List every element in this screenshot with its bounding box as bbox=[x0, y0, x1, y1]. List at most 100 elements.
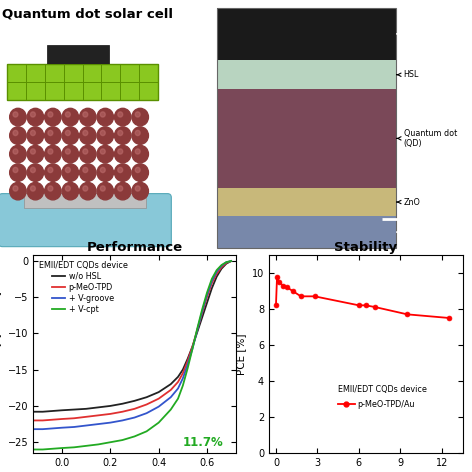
Circle shape bbox=[27, 145, 44, 163]
Title: Stability: Stability bbox=[334, 241, 397, 254]
Bar bbox=[24, 193, 146, 208]
Circle shape bbox=[30, 168, 35, 173]
Circle shape bbox=[100, 112, 105, 117]
Circle shape bbox=[118, 130, 123, 135]
Circle shape bbox=[114, 164, 131, 181]
Circle shape bbox=[97, 108, 114, 126]
Circle shape bbox=[27, 182, 44, 200]
Circle shape bbox=[79, 108, 96, 126]
Bar bbox=[47, 45, 109, 64]
Y-axis label: Current density [mA/cm²]: Current density [mA/cm²] bbox=[0, 292, 2, 416]
Circle shape bbox=[100, 149, 105, 154]
Circle shape bbox=[114, 108, 131, 126]
Circle shape bbox=[13, 149, 18, 154]
Circle shape bbox=[45, 108, 61, 126]
Circle shape bbox=[79, 182, 96, 200]
Circle shape bbox=[100, 186, 105, 191]
Text: EMII/EDT CQDs device: EMII/EDT CQDs device bbox=[338, 385, 427, 394]
Circle shape bbox=[79, 164, 96, 181]
Circle shape bbox=[100, 130, 105, 135]
Circle shape bbox=[135, 112, 140, 117]
Circle shape bbox=[83, 112, 88, 117]
Circle shape bbox=[132, 164, 148, 181]
Circle shape bbox=[48, 186, 53, 191]
Text: ITO/glass: ITO/glass bbox=[404, 228, 440, 236]
Circle shape bbox=[48, 112, 53, 117]
Bar bbox=[217, 8, 396, 60]
Circle shape bbox=[132, 182, 148, 200]
Circle shape bbox=[13, 186, 18, 191]
Circle shape bbox=[30, 149, 35, 154]
Circle shape bbox=[9, 164, 26, 181]
Circle shape bbox=[97, 127, 114, 144]
Circle shape bbox=[27, 164, 44, 181]
Circle shape bbox=[118, 186, 123, 191]
Circle shape bbox=[97, 182, 114, 200]
Text: ZnO: ZnO bbox=[404, 197, 421, 207]
Circle shape bbox=[45, 145, 61, 163]
Circle shape bbox=[45, 182, 61, 200]
Bar bbox=[217, 217, 396, 248]
Circle shape bbox=[79, 145, 96, 163]
Circle shape bbox=[132, 127, 148, 144]
Circle shape bbox=[83, 149, 88, 154]
Circle shape bbox=[65, 186, 70, 191]
Circle shape bbox=[30, 130, 35, 135]
Text: Quantum dot solar cell: Quantum dot solar cell bbox=[2, 8, 173, 20]
Circle shape bbox=[45, 127, 61, 144]
Bar bbox=[217, 8, 396, 248]
Circle shape bbox=[135, 149, 140, 154]
Circle shape bbox=[97, 164, 114, 181]
FancyBboxPatch shape bbox=[0, 194, 171, 247]
Circle shape bbox=[62, 164, 78, 181]
Circle shape bbox=[83, 186, 88, 191]
Circle shape bbox=[114, 182, 131, 200]
Bar bbox=[7, 64, 158, 100]
Circle shape bbox=[27, 108, 44, 126]
Circle shape bbox=[30, 186, 35, 191]
Bar bbox=[217, 60, 396, 89]
Circle shape bbox=[65, 168, 70, 173]
Circle shape bbox=[13, 130, 18, 135]
Circle shape bbox=[30, 112, 35, 117]
Bar bbox=[217, 187, 396, 217]
Circle shape bbox=[62, 182, 78, 200]
Circle shape bbox=[65, 130, 70, 135]
Circle shape bbox=[48, 149, 53, 154]
Text: Ag electrodes: Ag electrodes bbox=[404, 29, 459, 38]
Circle shape bbox=[9, 145, 26, 163]
Circle shape bbox=[135, 168, 140, 173]
Circle shape bbox=[27, 127, 44, 144]
Circle shape bbox=[114, 145, 131, 163]
Circle shape bbox=[97, 145, 114, 163]
Circle shape bbox=[62, 127, 78, 144]
Text: 11.7%: 11.7% bbox=[183, 436, 224, 449]
Circle shape bbox=[48, 168, 53, 173]
Circle shape bbox=[118, 112, 123, 117]
Legend: w/o HSL, p-MeO-TPD, + V-groove, + V-cpt: w/o HSL, p-MeO-TPD, + V-groove, + V-cpt bbox=[37, 259, 129, 315]
Circle shape bbox=[62, 145, 78, 163]
Circle shape bbox=[83, 130, 88, 135]
Circle shape bbox=[83, 168, 88, 173]
Circle shape bbox=[9, 108, 26, 126]
Circle shape bbox=[65, 149, 70, 154]
Circle shape bbox=[118, 149, 123, 154]
Circle shape bbox=[132, 108, 148, 126]
Text: HSL: HSL bbox=[404, 70, 419, 79]
Circle shape bbox=[135, 186, 140, 191]
Circle shape bbox=[9, 182, 26, 200]
Text: Quantum dot
(QD): Quantum dot (QD) bbox=[404, 129, 457, 148]
Circle shape bbox=[118, 168, 123, 173]
Circle shape bbox=[79, 127, 96, 144]
Circle shape bbox=[45, 164, 61, 181]
Circle shape bbox=[13, 112, 18, 117]
Circle shape bbox=[62, 108, 78, 126]
Circle shape bbox=[65, 112, 70, 117]
Circle shape bbox=[132, 145, 148, 163]
Circle shape bbox=[48, 130, 53, 135]
Title: Performance: Performance bbox=[86, 241, 183, 254]
Circle shape bbox=[13, 168, 18, 173]
Circle shape bbox=[9, 127, 26, 144]
Y-axis label: PCE [%]: PCE [%] bbox=[236, 333, 246, 375]
Text: p-MeO-TPD/Au: p-MeO-TPD/Au bbox=[357, 400, 415, 409]
